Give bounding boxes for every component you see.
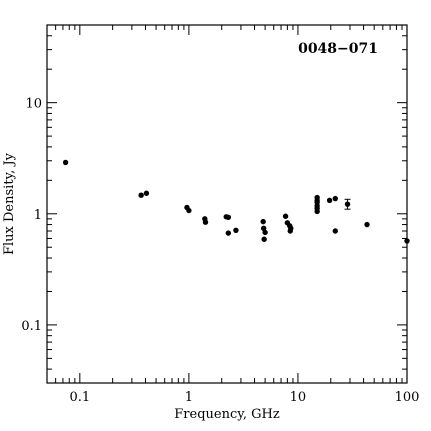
data-point <box>225 214 232 220</box>
y-axis-label: Flux Density, Jy <box>2 152 17 255</box>
data-point <box>332 228 338 234</box>
data-point <box>260 218 266 225</box>
x-tick-label: 100 <box>395 390 420 405</box>
axis-ticks <box>46 24 408 384</box>
x-tick-label: 10 <box>290 390 307 405</box>
data-point <box>288 225 294 232</box>
data-point <box>344 201 351 207</box>
data-point <box>364 221 370 228</box>
y-tick-label: 1 <box>34 208 42 223</box>
data-point <box>332 195 338 202</box>
data-point <box>326 197 333 204</box>
data-point <box>202 219 209 225</box>
data-point <box>233 227 239 234</box>
data-points <box>62 159 410 244</box>
data-point <box>138 192 144 198</box>
data-point <box>404 238 410 244</box>
data-point <box>225 230 232 236</box>
data-point <box>260 225 267 232</box>
data-point <box>261 236 267 242</box>
data-point <box>314 208 320 215</box>
data-point <box>186 207 192 214</box>
plot-frame <box>46 24 408 384</box>
data-point <box>143 190 150 196</box>
data-point <box>262 229 268 236</box>
y-tick-label: 10 <box>25 97 42 112</box>
chart-title: 0048−071 <box>298 41 378 57</box>
data-point <box>62 159 69 166</box>
y-tick-label: 0.1 <box>21 319 42 334</box>
x-tick-label: 0.1 <box>69 390 90 405</box>
x-axis-label: Frequency, GHz <box>174 407 280 422</box>
data-point <box>282 213 289 219</box>
x-tick-label: 1 <box>185 390 193 405</box>
axis-tick-labels: 0.1 1 10 100 0.1 1 10 <box>21 97 419 405</box>
